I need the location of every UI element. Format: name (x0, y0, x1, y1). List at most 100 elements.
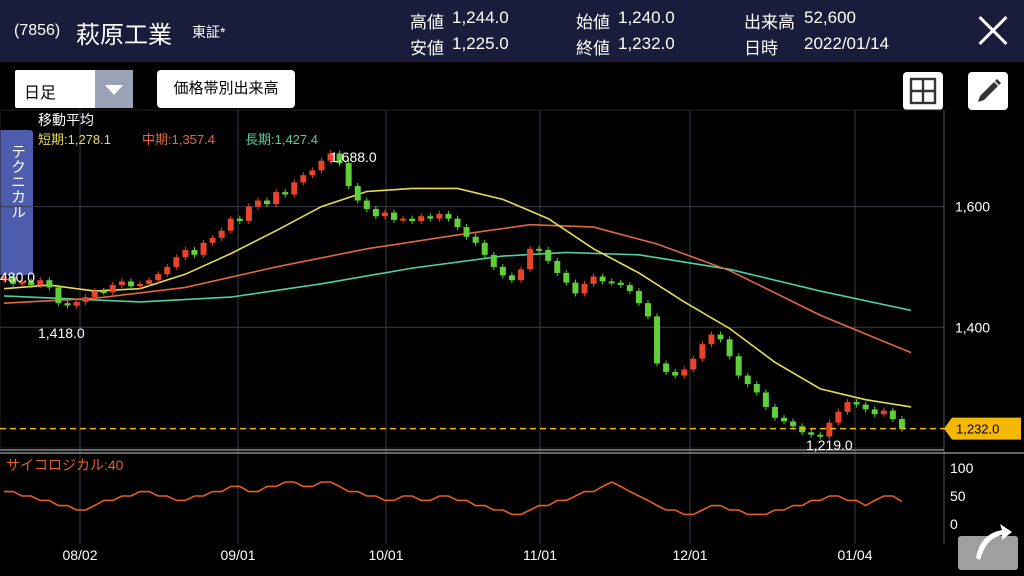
candle-body (254, 200, 261, 207)
candle-body (445, 213, 452, 219)
technical-tab[interactable]: テクニカル (0, 130, 33, 275)
candle-body (354, 186, 361, 201)
header-bar: (7856) 萩原工業 東証* 高値 1,244.0 安値 1,225.0 始値… (0, 0, 1024, 62)
candle-body (218, 230, 225, 238)
candle-body (173, 257, 180, 267)
candle-body (82, 297, 89, 302)
pencil-glyph (978, 79, 1001, 102)
candle-body (363, 200, 370, 209)
psychological-panel: サイコロジカル:40 (4, 457, 903, 516)
candle-body (127, 281, 134, 287)
candle-body (318, 160, 325, 171)
candle-body (10, 276, 17, 284)
candle-body (617, 282, 624, 286)
current-price-label: 1,232.0 (956, 422, 999, 437)
timeframe-select[interactable]: 日足 (15, 70, 133, 108)
candle-body (118, 281, 125, 286)
ma-long-line (3, 251, 912, 312)
candle-body (55, 287, 62, 304)
stock-code: (7856) (14, 22, 61, 39)
min-price-label-left: 1,418.0 (38, 325, 85, 341)
candle-body (581, 283, 588, 294)
grid-glyph (909, 77, 937, 105)
candle-body (527, 248, 534, 270)
candle-body (708, 334, 715, 345)
candle-body (336, 153, 343, 164)
candle-body (717, 334, 724, 340)
candle-body (726, 339, 733, 357)
open-value: 1,240.0 (618, 8, 675, 27)
candle-body (273, 192, 280, 205)
candle-body (1, 276, 7, 281)
volume-label: 出来高 (744, 13, 795, 32)
close-value: 1,232.0 (618, 34, 675, 53)
candle-body (418, 216, 425, 222)
candle-body (572, 282, 579, 294)
candle-body (209, 237, 216, 243)
close-label: 終値 (576, 39, 610, 58)
candle-body (762, 392, 769, 407)
candle-body (808, 432, 815, 435)
share-icon[interactable] (958, 524, 1018, 570)
candle-body (690, 358, 697, 370)
candle-body (73, 301, 80, 306)
candle-body (563, 272, 570, 283)
candle-body (635, 291, 642, 304)
candle-body (853, 402, 860, 405)
low-value: 1,225.0 (452, 34, 509, 53)
candle-body (744, 375, 751, 385)
candle-body (19, 281, 26, 284)
volume-value: 52,600 (804, 8, 856, 27)
y-tick-label: 1,400 (955, 319, 990, 335)
candle-body (844, 402, 851, 412)
chart-axes: 08/02 09/01 10/01 11/01 12/01 01/04 1,600 1,400… (62, 199, 1018, 570)
candle-body (545, 250, 552, 261)
candle-body (508, 275, 515, 281)
candle-body (871, 409, 878, 415)
candle-body (862, 404, 869, 410)
candle-body (345, 163, 352, 187)
psy-y-tick-label: 100 (950, 460, 974, 476)
candle-body (590, 276, 597, 284)
candle-body (781, 417, 788, 422)
candle-body (227, 218, 234, 231)
chart-annotations: 1,232.0 1,688.0 1,418.0 1,219.0 480.0 移動平均短期:… (0, 112, 1021, 453)
ma-short-label: 短期:1,278.1 (38, 132, 111, 147)
candle-body (672, 371, 679, 376)
candle-body (245, 206, 252, 222)
candle-body (28, 281, 35, 286)
candle-body (826, 422, 833, 437)
ma-mid-label: 中期:1,357.4 (142, 132, 215, 147)
x-tick-label: 08/02 (62, 547, 97, 563)
pencil-icon[interactable] (968, 72, 1008, 110)
candle-body (490, 254, 497, 267)
candle-body (898, 419, 905, 429)
candle-body (699, 344, 706, 359)
candle-body (654, 316, 661, 364)
candle-body (409, 218, 416, 222)
volume-profile-button[interactable]: 価格帯別出来高 (157, 70, 295, 108)
candle-body (472, 236, 479, 243)
candle-body (735, 356, 742, 376)
candle-body (182, 250, 189, 258)
candle-body (463, 227, 470, 237)
candle-body (236, 218, 243, 222)
x-tick-label: 11/01 (523, 547, 557, 563)
open-label: 始値 (576, 13, 610, 32)
x-tick-label: 01/04 (837, 547, 872, 563)
candle-body (309, 170, 316, 176)
candle-body (282, 192, 289, 195)
ma-mid-line (3, 223, 912, 354)
high-value: 1,244.0 (452, 8, 509, 27)
candle-body (91, 291, 98, 298)
chevron-down-icon[interactable] (95, 70, 133, 108)
grid-icon[interactable] (903, 72, 943, 110)
candle-body (753, 384, 760, 393)
candle-body (436, 213, 443, 219)
candle-body (499, 266, 506, 276)
timeframe-label: 日足 (24, 85, 57, 102)
candle-body (146, 280, 153, 284)
candle-body (481, 242, 488, 255)
ma-short-line (3, 187, 912, 408)
